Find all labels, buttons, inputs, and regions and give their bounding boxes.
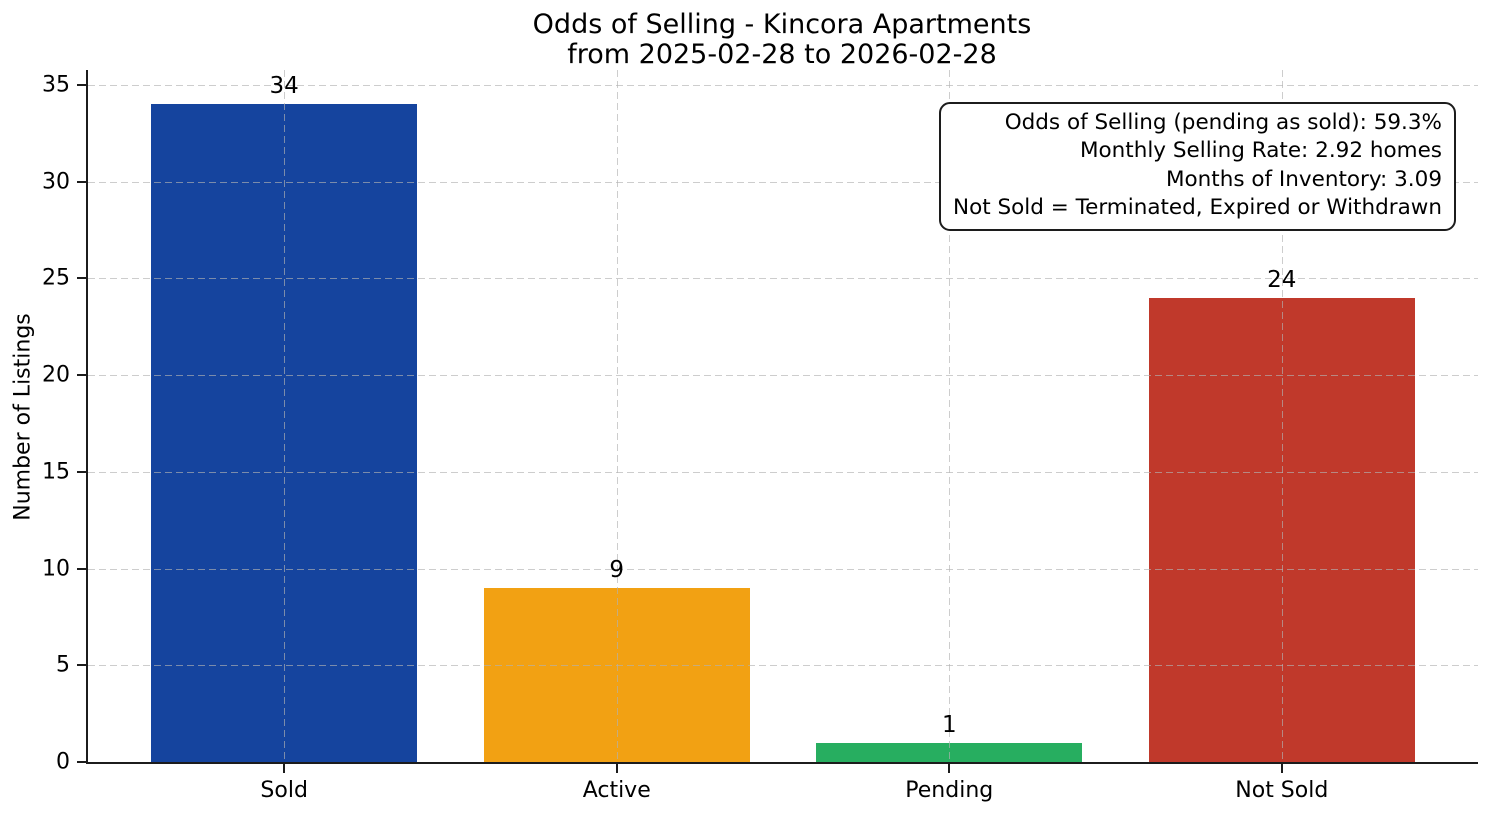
x-tick-mark: [283, 764, 286, 773]
y-tick-label: 35: [42, 72, 70, 98]
y-tick-label: 30: [42, 169, 70, 195]
gridline-horizontal: [88, 84, 1478, 86]
y-tick-mark: [77, 83, 86, 86]
annotation-line-odds: Odds of Selling (pending as sold): 59.3%: [1004, 110, 1442, 135]
y-tick-label: 0: [56, 749, 70, 775]
bar-value-label-active: 9: [609, 556, 625, 583]
gridline-horizontal: [88, 665, 1478, 667]
x-tick-label-active: Active: [582, 778, 651, 803]
annotation-line-not-sold-definition: Not Sold = Terminated, Expired or Withdr…: [953, 195, 1442, 221]
gridline-vertical: [1281, 70, 1283, 762]
x-tick-label-not-sold: Not Sold: [1235, 778, 1329, 803]
plot-area: 0 5 10 15 20 25 30 35 34 Sold 9 Active 1 Pending 24 Not…: [42, 70, 1478, 803]
gridline-horizontal: [88, 568, 1478, 570]
y-tick-mark: [77, 567, 86, 570]
bar-value-label-not-sold: 24: [1267, 266, 1297, 293]
x-tick-mark: [1280, 764, 1283, 773]
y-tick-mark: [77, 761, 86, 763]
x-tick-label-pending: Pending: [905, 778, 994, 803]
y-tick-mark: [77, 277, 86, 280]
annotation-line-monthly-rate: Monthly Selling Rate: 2.92 homes: [1079, 138, 1442, 164]
y-tick-label: 20: [42, 362, 70, 388]
gridline-vertical: [284, 70, 286, 762]
y-tick-label: 5: [56, 652, 70, 678]
x-tick-label-sold: Sold: [260, 778, 308, 803]
chart-title: Odds of Selling - Kincora Apartments fro…: [86, 10, 1478, 69]
gridline-vertical: [616, 70, 618, 762]
bar-pending: [816, 742, 1083, 762]
x-tick-mark: [615, 764, 618, 773]
gridline-horizontal: [88, 278, 1478, 280]
gridline-horizontal: [88, 375, 1478, 377]
chart-title-line1: Odds of Selling - Kincora Apartments: [532, 9, 1032, 40]
y-tick-mark: [77, 374, 86, 377]
y-tick-mark: [77, 180, 86, 183]
gridline-horizontal: [88, 181, 1478, 183]
bar-value-label-sold: 34: [269, 73, 299, 100]
bar-sold: [151, 104, 418, 762]
y-tick-mark: [77, 664, 86, 667]
annotation-box: Odds of Selling (pending as sold): 59.3%…: [939, 102, 1456, 231]
y-axis-label: Number of Listings: [10, 313, 36, 521]
y-tick-label: 10: [42, 556, 70, 582]
gridline-vertical: [949, 70, 951, 762]
y-tick-mark: [77, 470, 86, 473]
chart-title-line2: from 2025-02-28 to 2026-02-28: [567, 38, 997, 70]
x-tick-mark: [948, 764, 951, 773]
bar-active: [483, 587, 750, 762]
y-tick-label: 25: [42, 265, 70, 291]
annotation-line-inventory: Months of Inventory: 3.09: [1165, 166, 1442, 192]
bar-value-label-pending: 1: [941, 711, 957, 738]
gridline-horizontal: [88, 471, 1478, 473]
y-tick-label: 15: [42, 459, 70, 485]
